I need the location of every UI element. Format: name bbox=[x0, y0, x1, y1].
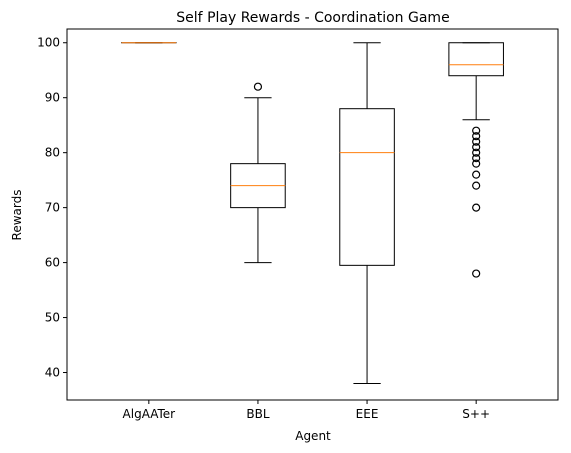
x-tick-label: EEE bbox=[356, 407, 379, 421]
iqr-box bbox=[339, 108, 395, 266]
box-bbl bbox=[230, 82, 286, 264]
box-eee bbox=[339, 42, 395, 385]
y-tick-label: 100 bbox=[37, 36, 60, 50]
chart-title: Self Play Rewards - Coordination Game bbox=[176, 10, 449, 26]
outlier-point bbox=[472, 159, 481, 168]
x-axis-label: Agent bbox=[295, 429, 331, 443]
outlier-point bbox=[472, 126, 481, 135]
outlier-point bbox=[472, 170, 481, 179]
y-tick-label: 70 bbox=[45, 201, 60, 215]
x-tick-label: AlgAATer bbox=[123, 407, 176, 421]
y-axis: 40 50 60 70 80 90 100 bbox=[37, 36, 67, 380]
y-tick-label: 40 bbox=[45, 366, 60, 380]
outlier-point bbox=[253, 82, 263, 91]
outlier-point bbox=[472, 148, 481, 157]
outlier-point bbox=[472, 154, 481, 163]
x-tick-label: BBL bbox=[246, 407, 269, 421]
x-tick-label: S++ bbox=[462, 407, 490, 421]
y-tick-label: 80 bbox=[45, 146, 60, 160]
boxes-layer bbox=[121, 42, 504, 385]
y-axis-label: Rewards bbox=[10, 190, 24, 241]
outlier-point bbox=[472, 137, 481, 146]
y-tick-label: 50 bbox=[45, 311, 60, 325]
y-tick-label: 90 bbox=[45, 91, 60, 105]
y-tick-label: 60 bbox=[45, 256, 60, 270]
plot-area-frame bbox=[66, 28, 559, 401]
outlier-point bbox=[472, 181, 481, 190]
outlier-point bbox=[472, 269, 481, 278]
outlier-point bbox=[472, 132, 481, 141]
outlier-point bbox=[472, 203, 481, 212]
box-s- bbox=[448, 42, 504, 278]
outlier-point bbox=[472, 143, 481, 152]
iqr-box bbox=[448, 42, 504, 77]
x-axis: AlgAATer BBL EEE S++ bbox=[123, 400, 490, 421]
